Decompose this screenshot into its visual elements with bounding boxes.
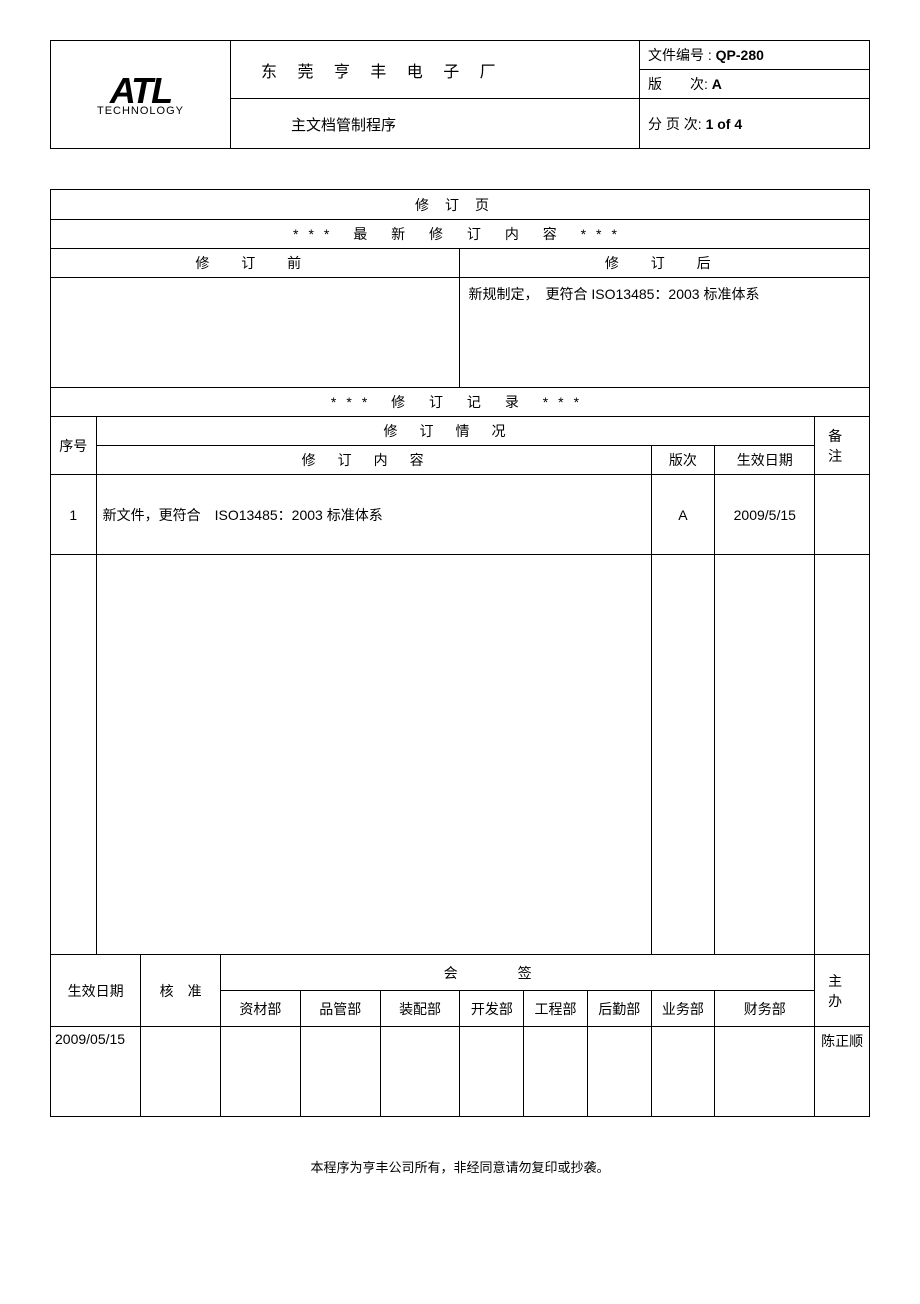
footer-text: 本程序为亨丰公司所有，非经同意请勿复印或抄袭。 [50,1157,870,1176]
before-header: 修 订 前 [51,249,460,278]
doc-number-cell: 文件编号 : QP-280 [640,41,870,70]
after-header: 修 订 后 [460,249,870,278]
sig-6 [651,1027,715,1117]
dept-3: 开发部 [460,991,524,1027]
doc-no-value: QP-280 [716,47,764,63]
row-rev: A [651,475,715,555]
date-col-header: 生效日期 [715,446,815,475]
dept-6: 业务部 [651,991,715,1027]
revision-table: 修订页 *** 最 新 修 订 内 容 *** 修 订 前 修 订 后 新规制定… [50,189,870,1117]
before-content [51,278,460,388]
zhuban-name: 陈正顺 [815,1027,870,1117]
sig-2 [380,1027,460,1117]
sig-1 [300,1027,380,1117]
approve-label: 核 准 [141,955,221,1027]
latest-revision-title: *** 最 新 修 订 内 容 *** [51,220,870,249]
empty-space [51,555,870,955]
content-header: 修订内容 [96,446,651,475]
situation-header: 修订情况 [96,417,815,446]
row-content: 新文件，更符合 ISO13485：2003 标准体系 [96,475,651,555]
sig-3 [460,1027,524,1117]
page-value: 1 of 4 [706,116,743,132]
revision-cell: 版 次: A [640,70,870,99]
seq-header: 序号 [51,417,97,475]
sig-5 [587,1027,651,1117]
sig-7 [715,1027,815,1117]
after-content: 新规制定， 更符合 ISO13485：2003 标准体系 [460,278,870,388]
approve-sig [141,1027,221,1117]
dept-2: 装配部 [380,991,460,1027]
procedure-name: 主文档管制程序 [231,99,640,149]
page-label: 分 页 次: [648,116,706,132]
dept-0: 资材部 [221,991,301,1027]
row-remark [815,475,870,555]
page-cell: 分 页 次: 1 of 4 [640,99,870,149]
dept-5: 后勤部 [587,991,651,1027]
dept-7: 财务部 [715,991,815,1027]
table-row: 1 新文件，更符合 ISO13485：2003 标准体系 A 2009/5/15 [51,475,870,555]
rev-value: A [712,76,722,92]
document-header: ATL TECHNOLOGY 东 莞 亨 丰 电 子 厂 文件编号 : QP-2… [50,40,870,149]
zhuban-label: 主办 [815,955,870,1027]
dept-1: 品管部 [300,991,380,1027]
revision-page-title: 修订页 [51,190,870,220]
rev-col-header: 版次 [651,446,715,475]
eff-date-label: 生效日期 [51,955,141,1027]
dept-4: 工程部 [524,991,588,1027]
logo-text-main: ATL [59,73,222,109]
eff-date-value: 2009/05/15 [51,1027,141,1117]
row-seq: 1 [51,475,97,555]
sig-4 [524,1027,588,1117]
rev-label: 版 次: [648,76,712,92]
logo-text-sub: TECHNOLOGY [59,105,222,117]
company-name: 东 莞 亨 丰 电 子 厂 [231,41,640,99]
doc-no-label: 文件编号 : [648,47,716,63]
row-date: 2009/5/15 [715,475,815,555]
remark-header: 备注 [815,417,870,475]
sig-0 [221,1027,301,1117]
logo-cell: ATL TECHNOLOGY [51,41,231,149]
huiqian-label: 会签 [221,955,815,991]
revision-record-title: *** 修 订 记 录 *** [51,388,870,417]
